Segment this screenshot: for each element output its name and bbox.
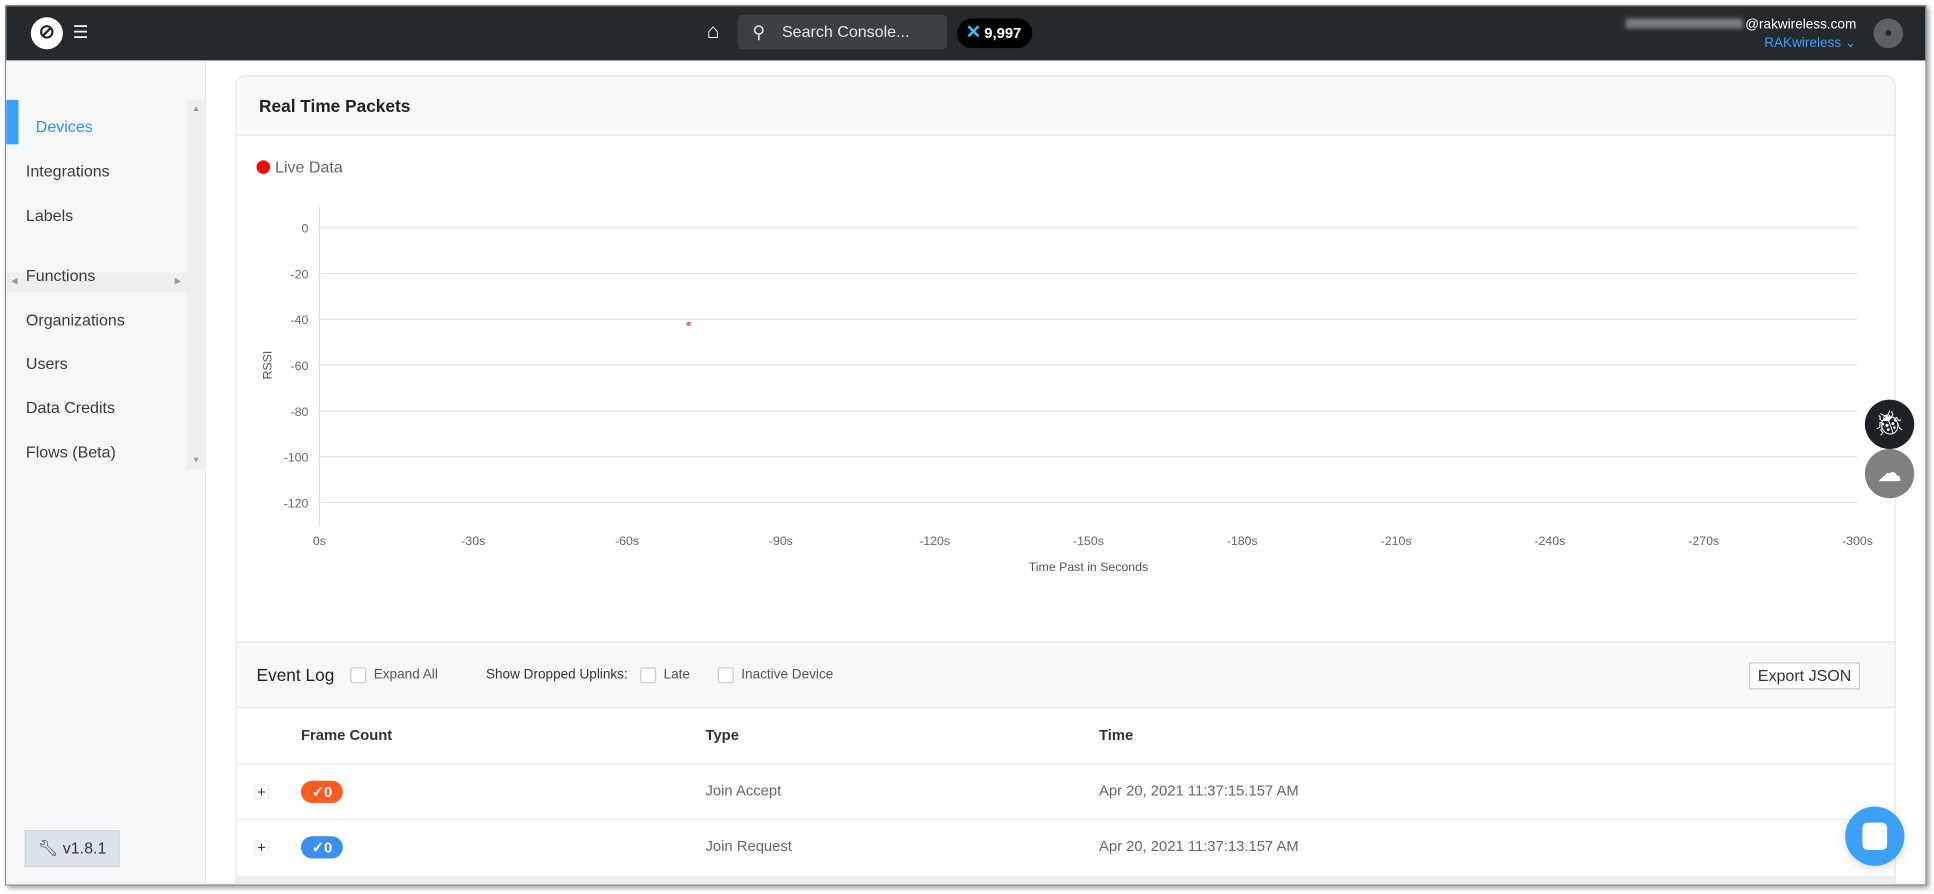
home-icon[interactable]: ⌂: [706, 19, 720, 44]
inactive-device-checkbox[interactable]: [717, 667, 734, 684]
x-tick-label: -180s: [1227, 534, 1258, 548]
y-tick-label: 0: [301, 222, 308, 236]
row-type: Join Accept: [705, 781, 782, 800]
sidebar-item-data-credits[interactable]: Data Credits: [25, 398, 116, 417]
column-type[interactable]: Type: [705, 726, 739, 744]
version-button[interactable]: 🔧︎ v1.8.1: [24, 830, 120, 868]
top-bar: ⊘ ☰ ⌂ ⚲ Search Console... ✕ 9,997 @rakwire…: [6, 6, 1926, 61]
frame-count-badge: ✓0: [300, 836, 343, 859]
search-console-input[interactable]: ⚲ Search Console...: [737, 14, 948, 50]
data-point: [686, 321, 691, 327]
sidebar-item-functions[interactable]: Functions: [25, 266, 96, 285]
wrench-icon: 🔧︎: [37, 838, 59, 858]
vertical-scrollbar[interactable]: ▲ ▼: [186, 99, 206, 470]
row-type: Join Request: [705, 837, 792, 855]
column-frame-count[interactable]: Frame Count: [300, 726, 393, 744]
data-credits-badge[interactable]: ✕ 9,997: [957, 18, 1033, 49]
x-tick-label: 0s: [313, 534, 326, 548]
active-indicator: [6, 99, 19, 145]
export-json-button[interactable]: Export JSON: [1749, 662, 1860, 690]
y-tick-label: -80: [291, 405, 309, 419]
x-tick-label: -30s: [461, 534, 485, 548]
expand-all-label: Expand All: [373, 667, 438, 683]
y-tick-label: -60: [291, 359, 309, 373]
x-tick-label: -90s: [769, 534, 793, 548]
sidebar-item-flows[interactable]: Flows (Beta): [25, 442, 116, 462]
data-credits-icon: ✕: [965, 22, 982, 44]
sidebar-nav: Devices Integrations Labels ◀ ▶ Functions…: [6, 100, 187, 470]
chevron-down-icon: ⌄: [1844, 35, 1857, 51]
cloud-download-icon: ☁︎: [1877, 460, 1902, 488]
card-title: Real Time Packets: [236, 76, 1895, 136]
app-window: ⊘ ☰ ⌂ ⚲ Search Console... ✕ 9,997 @rakwire…: [4, 4, 1927, 886]
show-dropped-label: Show Dropped Uplinks:: [485, 667, 628, 683]
x-axis-label: Time Past in Seconds: [1029, 560, 1148, 574]
sidebar-item-users[interactable]: Users: [25, 353, 68, 373]
debug-bug-button[interactable]: 🐞︎: [1864, 399, 1915, 449]
expand-row-icon[interactable]: +: [254, 839, 269, 855]
inactive-device-label: Inactive Device: [741, 667, 834, 683]
table-row[interactable]: + ✓0 Join Request Apr 20, 2021 11:37:13.…: [236, 818, 1895, 875]
x-tick-label: -270s: [1688, 534, 1719, 548]
y-tick-label: -20: [291, 267, 309, 281]
y-tick-label: -120: [284, 496, 309, 510]
event-log-title: Event Log: [256, 664, 335, 685]
late-checkbox[interactable]: [640, 667, 657, 684]
chat-button[interactable]: [1845, 806, 1905, 866]
real-time-packets-card: Real Time Packets Live Data 0 -20 -40 -60 -8…: [235, 75, 1896, 885]
rssi-chart: 0 -20 -40 -60 -80 -100 -120 0s -30s -60s -90s -120s…: [260, 204, 1873, 574]
sidebar-item-organizations[interactable]: Organizations: [25, 310, 125, 330]
sidebar-item-labels[interactable]: Labels: [25, 205, 74, 225]
chart-legend: Live Data: [256, 158, 343, 176]
column-time[interactable]: Time: [1098, 726, 1134, 744]
avatar[interactable]: ●: [1873, 18, 1904, 49]
y-tick-label: -100: [284, 451, 309, 465]
organization-dropdown[interactable]: RAKwireless ⌄: [1764, 35, 1857, 51]
horizontal-scrollbar[interactable]: ◀ ▶: [6, 272, 187, 293]
frame-count-badge: ✓0: [300, 780, 343, 803]
user-email: @rakwireless.com: [1625, 17, 1856, 32]
live-dot-icon: [256, 160, 271, 174]
table-row[interactable]: + ✓0 Join Accept Apr 20, 2021 11:37:15.1…: [236, 763, 1895, 819]
y-axis-label: RSSI: [260, 351, 274, 380]
sidebar: Devices Integrations Labels ◀ ▶ Functions…: [6, 60, 206, 885]
x-tick-label: -60s: [615, 534, 639, 548]
x-tick-label: -150s: [1073, 534, 1104, 548]
row-time: Apr 20, 2021 11:37:13.157 AM: [1098, 837, 1299, 855]
y-tick-label: -40: [291, 313, 309, 327]
x-tick-label: -240s: [1534, 534, 1565, 548]
x-tick-label: -300s: [1842, 534, 1873, 548]
bug-icon: 🐞︎: [1873, 410, 1906, 438]
download-button[interactable]: ☁︎: [1864, 448, 1915, 499]
search-icon: ⚲: [752, 22, 766, 42]
sidebar-item-integrations[interactable]: Integrations: [25, 161, 110, 181]
helium-logo-icon[interactable]: ⊘: [30, 17, 63, 50]
expand-all-checkbox[interactable]: [350, 667, 367, 684]
row-time: Apr 20, 2021 11:37:15.157 AM: [1098, 781, 1299, 800]
expand-row-icon[interactable]: +: [254, 784, 269, 800]
event-log-toolbar: Event Log Expand All Show Dropped Uplink…: [236, 641, 1895, 708]
x-tick-label: -120s: [919, 534, 950, 548]
sidebar-item-devices[interactable]: Devices: [35, 117, 93, 136]
horizontal-scrollbar[interactable]: [236, 875, 1895, 885]
late-label: Late: [663, 667, 690, 683]
chat-icon: [1862, 822, 1888, 850]
menu-toggle-icon[interactable]: ☰: [72, 22, 89, 42]
x-tick-label: -210s: [1381, 534, 1412, 548]
